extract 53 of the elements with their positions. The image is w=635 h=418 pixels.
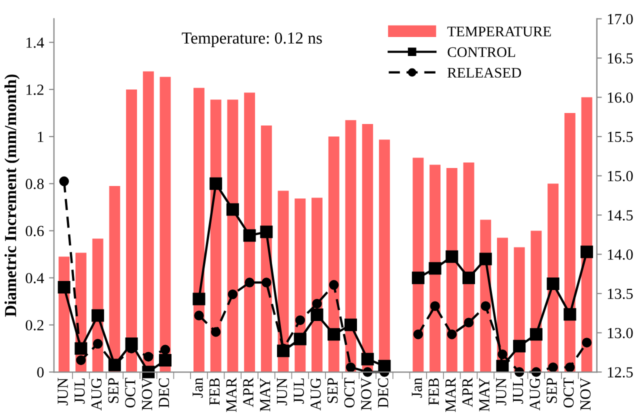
legend-label: RELEASED xyxy=(448,68,522,78)
y2-tick-label: 13.5 xyxy=(608,288,633,300)
x-tick-label: DEC xyxy=(158,378,170,408)
y2-tick-label: 12.5 xyxy=(608,367,633,378)
y-tick-label: 1.4 xyxy=(26,38,44,48)
y-tick-label: 0.6 xyxy=(26,226,44,236)
x-tick-label: MAR xyxy=(445,378,456,412)
x-tick-label: OCT xyxy=(125,378,136,408)
y-tick-label: 1.2 xyxy=(26,84,44,95)
x-tick-label: APR xyxy=(243,378,254,408)
x-tick-label: OCT xyxy=(563,378,574,408)
x-tick-label: MAY xyxy=(260,378,270,412)
annotation: Temperature: 0.12 ns xyxy=(182,32,322,48)
x-tick-label: Jan xyxy=(412,378,422,398)
x-tick-label: JUN xyxy=(276,378,288,406)
x-tick-label: JUN xyxy=(496,378,506,406)
x-tick-label: SEP xyxy=(327,378,338,403)
x-tick-label: SEP xyxy=(546,378,557,403)
x-tick-label: OCT xyxy=(344,378,355,408)
x-tick-label: SEP xyxy=(108,378,118,403)
x-tick-label: MAR xyxy=(226,378,236,412)
x-tick-label: JUL xyxy=(513,378,524,404)
x-tick-label: AUG xyxy=(530,378,540,411)
x-tick-label: NOV xyxy=(142,378,152,410)
y2-tick-label: 15.5 xyxy=(608,132,633,142)
x-tick-label: FEB xyxy=(428,378,439,406)
legend-label: TEMPERATURE xyxy=(447,26,551,36)
y-tick-label: 0.4 xyxy=(26,272,44,284)
x-tick-label: NOV xyxy=(580,378,591,410)
y2-tick-label: 14.5 xyxy=(608,210,633,221)
y2-tick-label: 16.0 xyxy=(608,92,633,103)
legend-label: CONTROL xyxy=(448,47,516,58)
y-tick-label: 0 xyxy=(37,367,44,378)
x-tick-label: AUG xyxy=(310,378,321,411)
y2-tick-label: 14.0 xyxy=(608,249,633,260)
y-tick-label: 0.8 xyxy=(26,178,44,190)
x-tick-label: AUG xyxy=(91,378,102,411)
x-tick-label: DEC xyxy=(378,378,388,408)
x-tick-label: APR xyxy=(462,378,472,408)
x-tick-label: JUN xyxy=(58,378,68,406)
y2-tick-label: 13.0 xyxy=(608,328,633,338)
x-tick-label: Jan xyxy=(192,378,203,398)
y2-tick-label: 15.0 xyxy=(608,170,633,182)
y2-tick-label: 16.5 xyxy=(608,53,633,64)
x-tick-label: MAY xyxy=(479,378,490,412)
y2-tick-label: 17.0 xyxy=(608,14,633,24)
x-tick-label: JUL xyxy=(294,378,304,404)
y-tick-label: 0.2 xyxy=(26,320,44,330)
y-tick-label: 1 xyxy=(38,132,44,142)
y-axis-title: Diametric Increment (mm/month) xyxy=(4,74,20,317)
x-tick-label: FEB xyxy=(210,378,220,406)
x-tick-label: NOV xyxy=(361,378,372,410)
x-tick-label: JUL xyxy=(74,378,85,404)
